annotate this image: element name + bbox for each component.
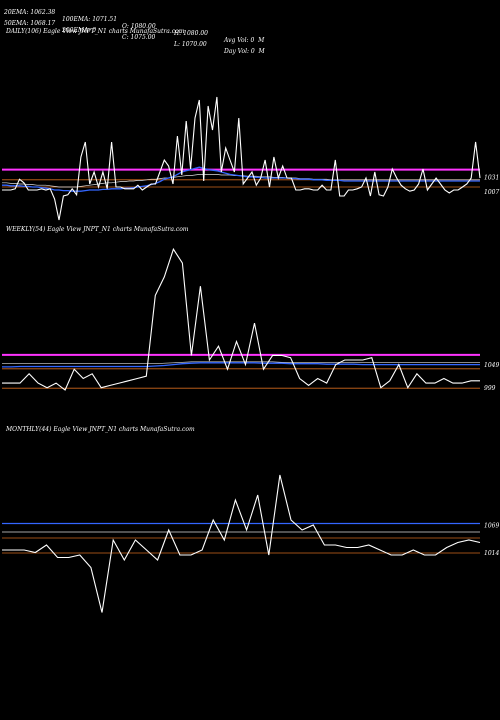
panel-2: 1069 1014 <box>2 474 499 613</box>
series-white-thin-line <box>2 361 480 365</box>
y-tick-label: 1069 <box>484 523 499 530</box>
header-row-1: 20EMA: 1062.38 100EMA: 1071.51 O: 1080.0… <box>4 2 264 44</box>
close-text: C: 1075.00 <box>122 34 156 41</box>
open-text: O: 1080.00 <box>122 23 156 30</box>
monthly-panel-title: MONTHLY(44) Eagle View JNPT_N1 charts Mu… <box>6 426 195 433</box>
series-blue-line <box>2 362 480 368</box>
series-white-line <box>2 96 481 221</box>
ema50-text: 50EMA: 1068.17 <box>4 20 56 27</box>
weekly-panel-title: WEEKLY(54) Eagle View JNPT_N1 charts Mun… <box>6 226 189 233</box>
ema100-text: 100EMA: 1071.51 <box>62 16 118 23</box>
series-blue-line <box>2 166 480 192</box>
y-tick-label: 1031 <box>484 174 499 181</box>
day-vol-text: Day Vol: 0 M <box>224 48 265 55</box>
daily-panel-title: DAILY(106) Eagle View JNPT_N1 charts Mun… <box>6 28 185 35</box>
low-text: L: 1070.00 <box>174 41 207 48</box>
avg-vol-text: Avg Vol: 0 M <box>224 37 265 44</box>
panel-1: 1049 999 <box>2 247 499 392</box>
high-text: H: 1080.00 <box>174 30 208 37</box>
panel-0: 1031 1007 <box>2 96 499 221</box>
ema200-text: 200EMA: 0 <box>62 27 97 34</box>
y-tick-label: 1014 <box>484 550 499 557</box>
series-white-line <box>2 247 480 391</box>
y-tick-label: 1049 <box>484 362 499 369</box>
header-row-2: 50EMA: 1068.17 200EMA: 0 C: 1075.00 L: 1… <box>4 13 265 55</box>
y-tick-label: 999 <box>484 385 496 392</box>
y-tick-label: 1007 <box>484 189 499 196</box>
ema20-text: 20EMA: 1062.38 <box>4 9 56 16</box>
series-white-line <box>2 474 481 613</box>
